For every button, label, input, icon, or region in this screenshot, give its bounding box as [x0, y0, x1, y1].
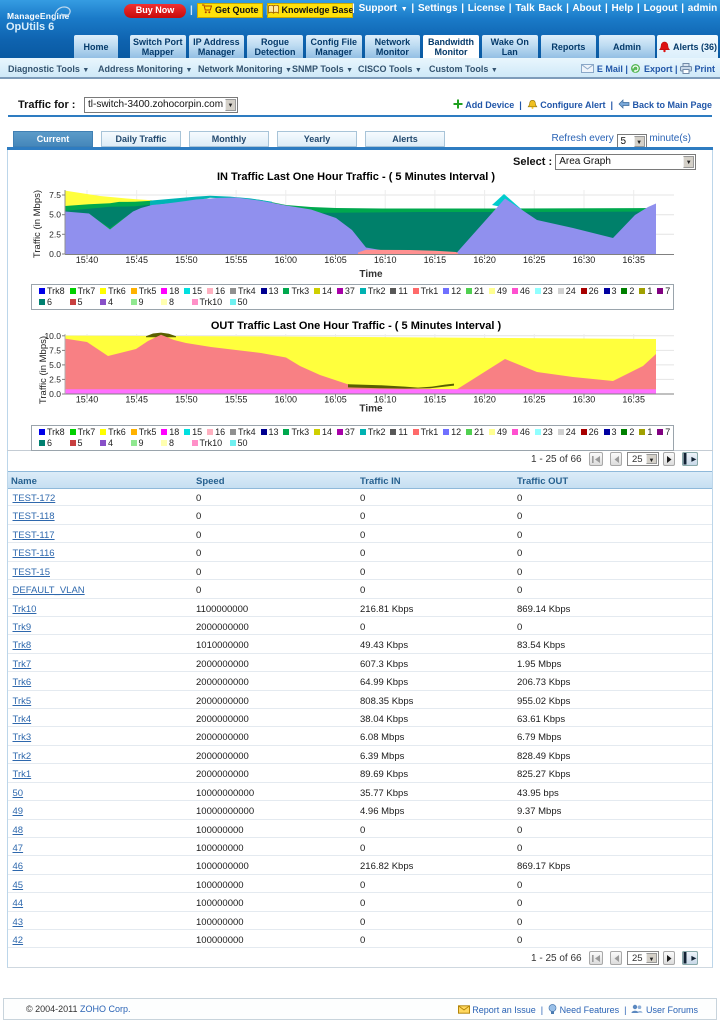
svg-text:15:55: 15:55	[225, 395, 248, 405]
svg-text:15:55: 15:55	[225, 255, 248, 265]
svg-text:16:25: 16:25	[523, 395, 546, 405]
svg-text:7.5: 7.5	[49, 345, 61, 355]
svg-text:Time: Time	[359, 404, 383, 415]
svg-text:16:20: 16:20	[473, 255, 496, 265]
svg-text:16:05: 16:05	[324, 395, 347, 405]
svg-text:16:30: 16:30	[573, 255, 596, 265]
svg-text:10.0: 10.0	[44, 331, 61, 341]
svg-text:Time: Time	[359, 269, 383, 280]
svg-text:15:50: 15:50	[175, 255, 198, 265]
svg-text:5.0: 5.0	[49, 210, 61, 220]
svg-text:15:40: 15:40	[76, 395, 99, 405]
svg-text:Traffic (in Mbps): Traffic (in Mbps)	[38, 336, 49, 404]
svg-text:15:50: 15:50	[175, 395, 198, 405]
svg-text:2.5: 2.5	[49, 374, 61, 384]
svg-text:16:15: 16:15	[424, 255, 447, 265]
svg-text:16:20: 16:20	[473, 395, 496, 405]
svg-text:16:10: 16:10	[374, 255, 397, 265]
svg-text:5.0: 5.0	[49, 360, 61, 370]
svg-text:16:25: 16:25	[523, 255, 546, 265]
svg-text:16:35: 16:35	[622, 255, 645, 265]
svg-text:OUT Traffic Last One Hour Traf: OUT Traffic Last One Hour Traffic - ( 5 …	[211, 320, 502, 332]
svg-text:Traffic (in Mbps): Traffic (in Mbps)	[32, 190, 43, 258]
svg-text:15:40: 15:40	[76, 255, 99, 265]
svg-text:7.5: 7.5	[49, 190, 61, 200]
svg-text:IN Traffic Last One Hour Traff: IN Traffic Last One Hour Traffic - ( 5 M…	[217, 171, 495, 183]
svg-text:16:15: 16:15	[424, 395, 447, 405]
svg-text:16:30: 16:30	[573, 395, 596, 405]
svg-text:16:10: 16:10	[374, 395, 397, 405]
svg-text:15:45: 15:45	[125, 255, 148, 265]
svg-text:2.5: 2.5	[49, 229, 61, 239]
svg-text:16:35: 16:35	[622, 395, 645, 405]
svg-text:16:05: 16:05	[324, 255, 347, 265]
svg-text:15:45: 15:45	[125, 395, 148, 405]
svg-text:16:00: 16:00	[275, 255, 298, 265]
svg-text:0.0: 0.0	[49, 249, 61, 259]
svg-text:16:00: 16:00	[275, 395, 298, 405]
svg-text:0.0: 0.0	[49, 389, 61, 399]
